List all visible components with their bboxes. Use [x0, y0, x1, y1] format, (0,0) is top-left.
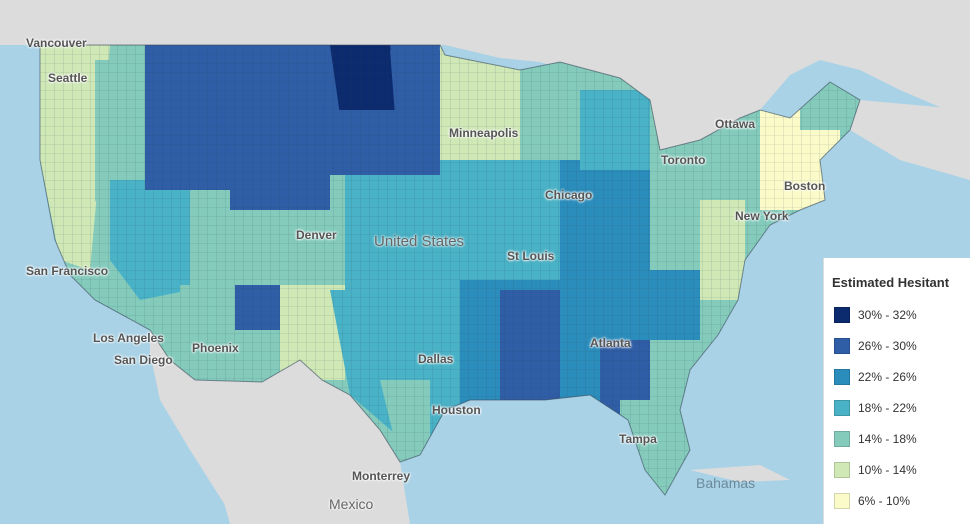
- country-label-united-states: United States: [374, 233, 465, 250]
- map-legend: Estimated Hesitant 30% - 32% 26% - 30% 22%…: [823, 258, 970, 524]
- legend-item[interactable]: 22% - 26%: [824, 361, 970, 392]
- legend-item[interactable]: 6% - 10%: [824, 485, 970, 516]
- city-label-chicago: Chicago: [545, 188, 593, 202]
- canada-landmass: [0, 0, 970, 165]
- legend-item[interactable]: 18% - 22%: [824, 392, 970, 423]
- city-label-st-louis: St Louis: [507, 249, 555, 263]
- city-label-minneapolis: Minneapolis: [449, 126, 519, 140]
- country-label-bahamas: Bahamas: [696, 475, 756, 491]
- city-label-denver: Denver: [296, 228, 337, 242]
- legend-label: 30% - 32%: [858, 307, 917, 322]
- legend-label: 14% - 18%: [858, 431, 917, 446]
- legend-item[interactable]: 30% - 32%: [824, 299, 970, 330]
- city-label-houston: Houston: [432, 403, 481, 417]
- legend-label: 18% - 22%: [858, 400, 917, 415]
- city-label-boston: Boston: [784, 179, 826, 193]
- legend-swatch: [834, 430, 850, 447]
- legend-swatch: [834, 306, 850, 323]
- city-label-tampa: Tampa: [619, 432, 657, 446]
- legend-title: Estimated Hesitant: [832, 275, 950, 290]
- city-label-ottawa: Ottawa: [715, 117, 756, 131]
- cuba-island: [690, 465, 790, 482]
- city-label-monterrey: Monterrey: [352, 469, 411, 483]
- city-label-phoenix: Phoenix: [192, 341, 239, 355]
- city-label-vancouver: Vancouver: [26, 36, 87, 50]
- legend-swatch: [834, 492, 850, 509]
- city-label-los-angeles: Los Angeles: [93, 331, 164, 345]
- legend-item[interactable]: 14% - 18%: [824, 423, 970, 454]
- city-label-atlanta: Atlanta: [590, 336, 631, 350]
- country-label-mexico: Mexico: [329, 496, 374, 512]
- legend-label: 22% - 26%: [858, 369, 917, 384]
- legend-swatch: [834, 399, 850, 416]
- city-label-dallas: Dallas: [418, 352, 454, 366]
- legend-label: 6% - 10%: [858, 493, 911, 508]
- city-label-toronto: Toronto: [661, 153, 706, 167]
- city-label-san-francisco: San Francisco: [26, 264, 109, 278]
- legend-swatch: [834, 368, 850, 385]
- city-label-new-york: New York: [735, 209, 789, 223]
- legend-label: 10% - 14%: [858, 462, 917, 477]
- legend-swatch: [834, 461, 850, 478]
- legend-label: 26% - 30%: [858, 338, 917, 353]
- city-label-san-diego: San Diego: [114, 353, 173, 367]
- legend-item[interactable]: 26% - 30%: [824, 330, 970, 361]
- east-canada-landmass: [850, 100, 970, 180]
- mexico-landmass: [150, 330, 410, 524]
- baja-peninsula: [152, 362, 240, 505]
- legend-item[interactable]: 10% - 14%: [824, 454, 970, 485]
- city-label-seattle: Seattle: [48, 71, 88, 85]
- legend-swatch: [834, 337, 850, 354]
